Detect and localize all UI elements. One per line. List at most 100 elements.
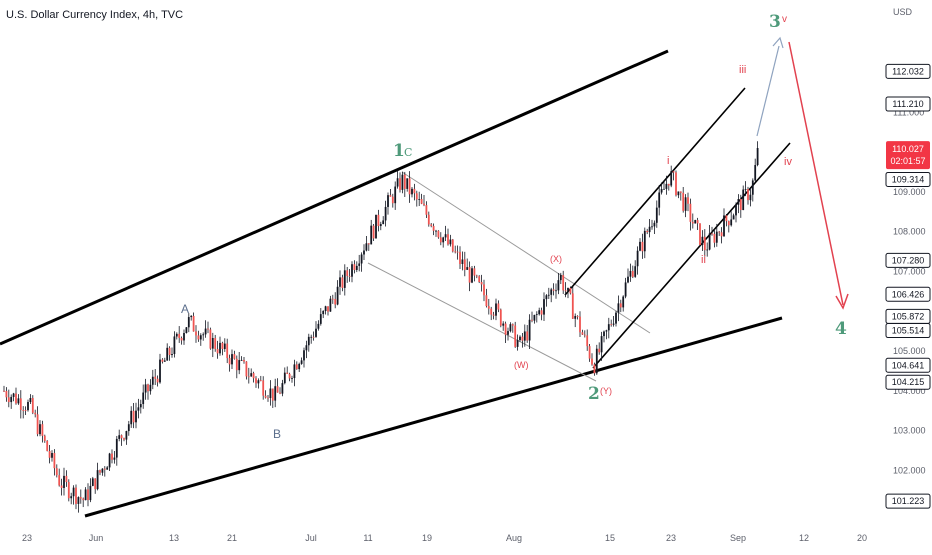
candle-body: [576, 316, 579, 317]
candle-body: [723, 215, 725, 237]
candle-body: [636, 250, 639, 267]
candle-body: [240, 359, 243, 361]
candle-body: [639, 241, 641, 251]
candle-body: [127, 424, 130, 432]
candle-body: [39, 424, 41, 435]
candle-body: [31, 398, 34, 413]
candle-body: [233, 354, 236, 359]
candle-body: [699, 223, 701, 245]
candle-body: [727, 221, 730, 226]
candle-body: [651, 226, 653, 228]
candle-body: [492, 314, 495, 316]
current-price-box: [886, 141, 930, 170]
x-tick-label: 23: [22, 533, 32, 543]
price-level-box: [885, 323, 931, 339]
candle-body: [732, 215, 735, 220]
candle-body: [269, 388, 272, 399]
candle-body: [67, 482, 70, 499]
candle-body: [394, 186, 397, 204]
wave3-channel-upper[interactable]: [564, 87, 746, 296]
candle-body: [631, 270, 634, 277]
channel-lower-line[interactable]: [84, 316, 783, 518]
wave-label-b: B: [273, 427, 281, 441]
candle-body: [147, 384, 149, 392]
candle-body: [209, 329, 212, 349]
candle-body: [521, 336, 524, 341]
price-level-box: [885, 357, 931, 373]
candle-body: [480, 282, 483, 285]
candle-body: [379, 224, 382, 227]
wave-label-1: 1: [393, 141, 405, 161]
candle-body: [730, 219, 733, 226]
candle-body: [161, 359, 164, 362]
candle-body: [415, 193, 418, 200]
candle-body: [84, 489, 87, 501]
candle-body: [207, 328, 209, 330]
candle-body: [322, 311, 325, 315]
candle-body: [605, 330, 608, 332]
candle-body: [58, 475, 61, 486]
candle-body: [593, 364, 596, 374]
candle-body: [471, 268, 473, 283]
candle-body: [211, 338, 214, 349]
candle-body: [252, 373, 255, 379]
candle-body: [756, 148, 759, 166]
candle-body: [341, 277, 344, 288]
candle-body: [694, 220, 697, 224]
candle-body: [43, 435, 46, 441]
candle-body: [125, 431, 128, 440]
candle-body: [94, 478, 97, 490]
candle-body: [456, 251, 459, 253]
candle-body: [569, 287, 572, 294]
candle-body: [487, 306, 490, 309]
candle-body: [559, 275, 562, 281]
candle-body: [358, 263, 361, 266]
countdown-label: 02:01:57: [890, 156, 925, 166]
candle-body: [360, 254, 363, 264]
candle-body: [298, 363, 301, 370]
candle-body: [495, 303, 497, 316]
y-tick-label: 103.000: [893, 426, 926, 436]
price-axis[interactable]: [882, 0, 932, 550]
candle-body: [163, 360, 166, 362]
candle-body: [15, 393, 17, 404]
price-level-label: 112.032: [892, 66, 924, 76]
candle-body: [257, 380, 260, 384]
candle-body: [617, 303, 620, 313]
candle-body: [667, 183, 670, 186]
candle-body: [166, 347, 169, 361]
channel-upper-line[interactable]: [0, 49, 669, 346]
candle-body: [598, 348, 601, 353]
time-axis-ticks: 23 Jun 13 21 Jul 11 19 Aug 15 23 Sep 12 20: [22, 533, 867, 543]
candle-body: [123, 438, 125, 440]
time-axis[interactable]: [0, 525, 882, 550]
price-level-box: [885, 374, 931, 390]
candle-body: [180, 337, 183, 341]
candle-body: [132, 410, 135, 423]
candle-body: [641, 241, 644, 252]
candle-body: [425, 205, 428, 215]
candle-body: [279, 392, 281, 394]
candle-body: [197, 335, 200, 340]
candle-body: [713, 233, 716, 243]
candle-body: [396, 178, 399, 187]
candle-body: [533, 314, 536, 321]
candle-body: [543, 299, 545, 315]
wave3-channel-lower[interactable]: [592, 142, 791, 369]
price-level-box: [885, 493, 931, 509]
candle-body: [377, 214, 380, 227]
candle-body: [466, 267, 469, 270]
candle-body: [720, 232, 723, 237]
candle-body: [319, 314, 322, 324]
wave-label-w: (W): [514, 360, 529, 370]
candle-body: [711, 233, 713, 235]
price-level-label: 109.314: [892, 174, 925, 184]
candle-body: [706, 249, 709, 251]
candle-body: [468, 267, 471, 283]
price-level-label: 101.223: [892, 496, 925, 506]
x-tick-label: 20: [857, 533, 867, 543]
candle-body: [264, 395, 267, 398]
correction-channel-upper: [401, 171, 651, 334]
